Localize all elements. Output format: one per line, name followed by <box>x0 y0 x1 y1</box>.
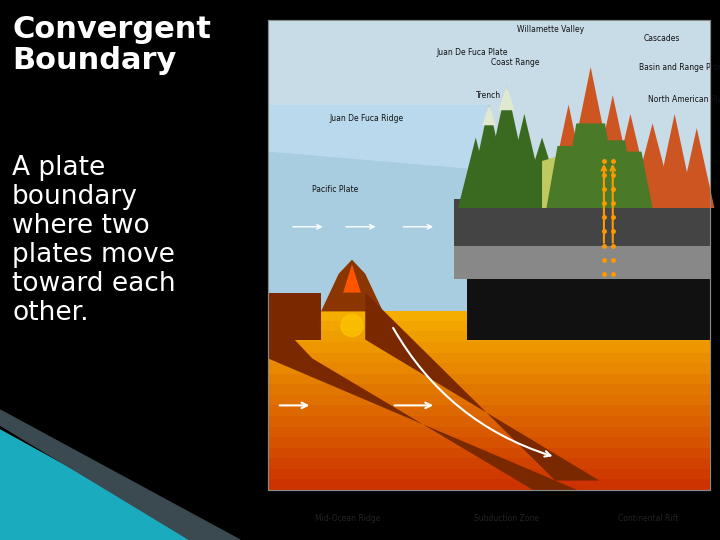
Text: Basin and Range Province: Basin and Range Province <box>639 63 720 71</box>
Text: Subduction Zone: Subduction Zone <box>474 514 539 523</box>
Bar <box>268 448 710 458</box>
Bar <box>268 310 710 321</box>
Bar <box>268 374 710 384</box>
Bar <box>268 384 710 395</box>
Polygon shape <box>562 67 619 208</box>
Polygon shape <box>631 124 675 208</box>
Text: Willamette Valley: Willamette Valley <box>517 25 585 34</box>
Bar <box>268 406 710 416</box>
Polygon shape <box>458 138 493 208</box>
Text: Continental Rift: Continental Rift <box>618 514 678 523</box>
Polygon shape <box>0 430 200 540</box>
Bar <box>268 416 710 427</box>
Polygon shape <box>482 105 495 125</box>
Circle shape <box>341 314 363 336</box>
Polygon shape <box>654 114 695 208</box>
Bar <box>268 395 710 406</box>
Text: A plate
boundary
where two
plates move
toward each
other.: A plate boundary where two plates move t… <box>12 155 176 326</box>
Polygon shape <box>321 260 383 312</box>
Bar <box>268 427 710 437</box>
Bar <box>268 321 710 332</box>
Polygon shape <box>503 114 546 208</box>
Bar <box>268 437 710 448</box>
Polygon shape <box>268 105 489 171</box>
Polygon shape <box>467 105 511 208</box>
Polygon shape <box>454 199 710 246</box>
Polygon shape <box>467 279 710 340</box>
Polygon shape <box>546 146 590 208</box>
Polygon shape <box>608 114 652 208</box>
Polygon shape <box>454 246 710 279</box>
Polygon shape <box>499 86 515 110</box>
Bar <box>268 353 710 363</box>
Text: Mid-Ocean Ridge: Mid-Ocean Ridge <box>315 514 380 523</box>
Polygon shape <box>268 312 577 490</box>
Bar <box>268 289 710 300</box>
Bar <box>268 469 710 480</box>
Bar <box>268 300 710 310</box>
Text: Juan De Fuca Plate: Juan De Fuca Plate <box>436 49 508 57</box>
Polygon shape <box>679 128 714 208</box>
Polygon shape <box>562 124 619 208</box>
Text: North American Plate: North American Plate <box>648 96 720 104</box>
Polygon shape <box>608 152 652 208</box>
Polygon shape <box>268 105 489 312</box>
Polygon shape <box>588 95 637 208</box>
Bar <box>268 480 710 490</box>
Bar <box>268 279 710 289</box>
Polygon shape <box>0 410 240 540</box>
Polygon shape <box>343 265 361 293</box>
Polygon shape <box>365 293 600 481</box>
Text: Cascades: Cascades <box>644 35 680 43</box>
Polygon shape <box>546 105 590 208</box>
Text: Pacific Plate: Pacific Plate <box>312 185 359 194</box>
Bar <box>268 458 710 469</box>
Text: Coast Range: Coast Range <box>491 58 540 67</box>
Polygon shape <box>588 140 637 208</box>
Text: Convergent
Boundary: Convergent Boundary <box>12 15 211 75</box>
Polygon shape <box>268 293 321 340</box>
Polygon shape <box>520 138 564 208</box>
Bar <box>268 20 710 490</box>
Polygon shape <box>480 86 534 208</box>
Bar <box>268 20 710 490</box>
Bar <box>268 20 710 312</box>
Bar <box>268 342 710 353</box>
Bar <box>268 332 710 342</box>
Text: Juan De Fuca Ridge: Juan De Fuca Ridge <box>330 114 404 123</box>
Polygon shape <box>542 152 573 208</box>
Bar <box>268 363 710 374</box>
Text: Trench: Trench <box>477 91 502 100</box>
